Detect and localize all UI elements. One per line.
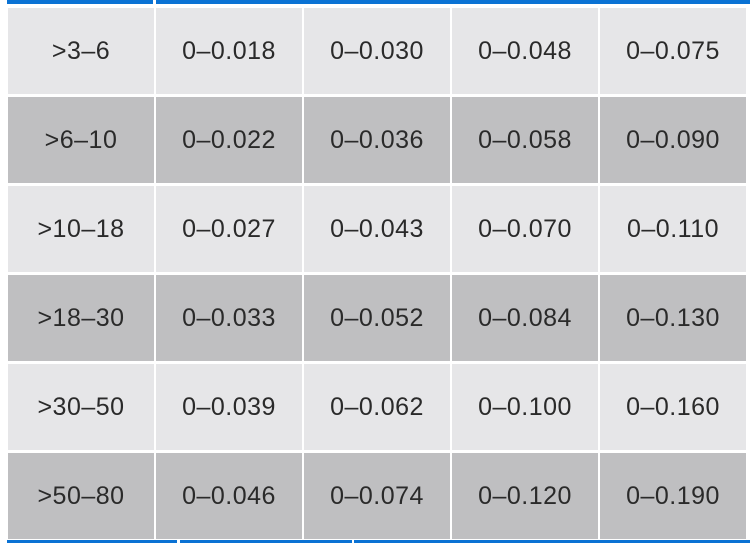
bottom-border <box>180 540 352 543</box>
value-cell: 0–0.075 <box>600 8 746 94</box>
value-cell: 0–0.030 <box>304 8 450 94</box>
value-cell: 0–0.036 <box>304 97 450 183</box>
value-cell: 0–0.084 <box>452 275 598 361</box>
value-cell: 0–0.110 <box>600 186 746 272</box>
value-cell: 0–0.070 <box>452 186 598 272</box>
range-cell: >10–18 <box>8 186 154 272</box>
value-cell: 0–0.022 <box>156 97 302 183</box>
top-border-left <box>7 0 153 4</box>
value-cell: 0–0.160 <box>600 364 746 450</box>
value-cell: 0–0.033 <box>156 275 302 361</box>
table-row: >3–6 0–0.018 0–0.030 0–0.048 0–0.075 <box>8 8 746 94</box>
range-cell: >30–50 <box>8 364 154 450</box>
value-cell: 0–0.130 <box>600 275 746 361</box>
value-cell: 0–0.018 <box>156 8 302 94</box>
value-cell: 0–0.046 <box>156 453 302 539</box>
range-cell: >18–30 <box>8 275 154 361</box>
value-cell: 0–0.100 <box>452 364 598 450</box>
range-cell: >50–80 <box>8 453 154 539</box>
range-cell: >6–10 <box>8 97 154 183</box>
table-row: >10–18 0–0.027 0–0.043 0–0.070 0–0.110 <box>8 186 746 272</box>
range-cell: >3–6 <box>8 8 154 94</box>
value-cell: 0–0.058 <box>452 97 598 183</box>
value-cell: 0–0.043 <box>304 186 450 272</box>
top-border-right <box>156 0 750 4</box>
value-cell: 0–0.039 <box>156 364 302 450</box>
value-cell: 0–0.048 <box>452 8 598 94</box>
value-cell: 0–0.027 <box>156 186 302 272</box>
table-row: >50–80 0–0.046 0–0.074 0–0.120 0–0.190 <box>8 453 746 539</box>
value-cell: 0–0.052 <box>304 275 450 361</box>
bottom-border <box>354 540 750 543</box>
tolerance-table: >3–6 0–0.018 0–0.030 0–0.048 0–0.075 >6–10 0–0… <box>6 5 748 542</box>
table-row: >18–30 0–0.033 0–0.052 0–0.084 0–0.130 <box>8 275 746 361</box>
bottom-border <box>7 540 177 543</box>
value-cell: 0–0.074 <box>304 453 450 539</box>
table-row: >30–50 0–0.039 0–0.062 0–0.100 0–0.160 <box>8 364 746 450</box>
value-cell: 0–0.090 <box>600 97 746 183</box>
value-cell: 0–0.062 <box>304 364 450 450</box>
value-cell: 0–0.190 <box>600 453 746 539</box>
value-cell: 0–0.120 <box>452 453 598 539</box>
table-row: >6–10 0–0.022 0–0.036 0–0.058 0–0.090 <box>8 97 746 183</box>
